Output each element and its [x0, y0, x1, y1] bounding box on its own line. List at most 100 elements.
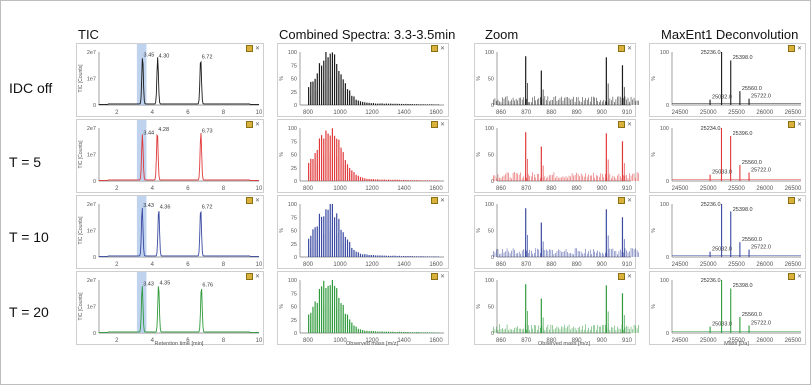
x-tick-label: 24500 — [672, 338, 689, 344]
y-tick-label: 2e7 — [87, 50, 96, 56]
x-tick-label: 26500 — [785, 338, 802, 344]
pin-icon[interactable] — [617, 45, 625, 52]
panel-controls: ✕ — [787, 121, 802, 129]
close-icon[interactable]: ✕ — [254, 46, 260, 53]
mass-label: 25033.0 — [712, 322, 732, 328]
x-tick-label: 1000 — [333, 338, 347, 344]
peak-label: 3.43 — [143, 203, 154, 209]
x-tick-label: 900 — [597, 186, 608, 192]
close-icon[interactable]: ✕ — [796, 198, 802, 205]
close-icon[interactable]: ✕ — [796, 274, 802, 281]
x-tick-label: 800 — [303, 110, 314, 116]
pin-icon[interactable] — [430, 121, 438, 128]
x-tick-label: 4 — [151, 186, 155, 192]
close-icon[interactable]: ✕ — [439, 198, 445, 205]
y-tick-label: 50 — [291, 153, 297, 159]
column-title-combined-spectra: Combined Spectra: 3.3-3.5min — [279, 27, 456, 42]
panel-controls: ✕ — [430, 121, 445, 129]
y-tick-label: 0 — [93, 179, 96, 185]
pin-icon[interactable] — [245, 273, 253, 280]
y-axis-label: % — [651, 152, 657, 157]
y-tick-label: 50 — [291, 305, 297, 311]
x-tick-label: 6 — [186, 262, 190, 268]
x-tick-label: 910 — [622, 110, 633, 116]
close-icon[interactable]: ✕ — [626, 274, 632, 281]
peak-label: 4.30 — [159, 53, 170, 59]
chart-svg: 860 870 880 890 900 910 0 50 100% — [476, 202, 639, 268]
y-tick-label: 0 — [93, 103, 96, 109]
close-icon[interactable]: ✕ — [439, 46, 445, 53]
x-tick-label: 890 — [572, 262, 583, 268]
close-icon[interactable]: ✕ — [796, 122, 802, 129]
tic-trace — [98, 132, 259, 181]
x-tick-label: 25500 — [728, 338, 745, 344]
zoom-sticks — [493, 208, 639, 257]
y-tick-label: 2e7 — [87, 278, 96, 284]
x-tick-label: 25500 — [728, 262, 745, 268]
close-icon[interactable]: ✕ — [439, 122, 445, 129]
mass-label: 25234.0 — [701, 126, 721, 132]
close-icon[interactable]: ✕ — [254, 122, 260, 129]
chart-svg: 24500 25000 25500 26000 26500 0 100% Mass [Da] 2… — [651, 278, 802, 347]
x-tick-label: 880 — [546, 338, 557, 344]
close-icon[interactable]: ✕ — [439, 274, 445, 281]
pin-icon[interactable] — [245, 121, 253, 128]
x-tick-label: 1200 — [365, 338, 379, 344]
chart-svg: 860 870 880 890 900 910 0 50 100% — [476, 126, 639, 192]
chart-svg: 24500 25000 25500 26000 26500 0 100% 25236.0 253… — [651, 202, 802, 268]
row-label-t5: T = 5 — [9, 154, 42, 170]
mass-label: 25236.0 — [701, 50, 721, 56]
tic-trace — [98, 207, 259, 257]
pin-icon[interactable] — [430, 273, 438, 280]
spectrum-sticks — [308, 128, 439, 181]
chart-panel: ✕ 800 1000 1200 1400 1600 0 25 50 75 100% — [277, 119, 449, 193]
y-tick-label: 100 — [288, 126, 297, 132]
pin-icon[interactable] — [617, 121, 625, 128]
row-label-t10: T = 10 — [9, 229, 49, 245]
y-tick-label: 0 — [294, 331, 297, 337]
chart-svg: 860 870 880 890 900 910 0 50 100% Observed mass [… — [476, 278, 639, 347]
close-icon[interactable]: ✕ — [796, 46, 802, 53]
peak-label: 6.76 — [202, 282, 213, 288]
mass-label: 25722.0 — [751, 94, 771, 100]
x-tick-label: 1400 — [397, 110, 411, 116]
y-axis-label: % — [279, 228, 285, 233]
close-icon[interactable]: ✕ — [254, 274, 260, 281]
x-tick-label: 24500 — [672, 262, 689, 268]
x-tick-label: 880 — [546, 110, 557, 116]
close-icon[interactable]: ✕ — [626, 198, 632, 205]
close-icon[interactable]: ✕ — [626, 122, 632, 129]
x-tick-label: 800 — [303, 338, 314, 344]
spectrum-sticks — [308, 204, 439, 257]
pin-icon[interactable] — [787, 273, 795, 280]
pin-icon[interactable] — [787, 197, 795, 204]
mass-label: 25032.0 — [712, 95, 732, 101]
close-icon[interactable]: ✕ — [254, 198, 260, 205]
panel-controls: ✕ — [430, 197, 445, 205]
x-tick-label: 1400 — [397, 338, 411, 344]
pin-icon[interactable] — [617, 197, 625, 204]
peak-label: 6.72 — [202, 54, 213, 60]
y-tick-label: 50 — [488, 77, 494, 83]
pin-icon[interactable] — [430, 45, 438, 52]
x-tick-label: 2 — [115, 262, 119, 268]
pin-icon[interactable] — [617, 273, 625, 280]
close-icon[interactable]: ✕ — [626, 46, 632, 53]
pin-icon[interactable] — [245, 197, 253, 204]
y-tick-label: 0 — [666, 103, 669, 109]
y-axis-label: % — [279, 76, 285, 81]
pin-icon[interactable] — [430, 197, 438, 204]
x-tick-label: 1200 — [365, 110, 379, 116]
chart-panel: ✕ 2 4 6 8 10 0 1e7 2e7 TIC [Counts] 3.45 4.30 6.72 — [76, 43, 264, 117]
x-tick-label: 26500 — [785, 110, 802, 116]
pin-icon[interactable] — [245, 45, 253, 52]
x-tick-label: 910 — [622, 186, 633, 192]
x-tick-label: 4 — [151, 338, 155, 344]
pin-icon[interactable] — [787, 45, 795, 52]
y-axis-label: TIC [Counts] — [78, 140, 84, 169]
chart-panel: ✕ 24500 25000 25500 26000 26500 0 100% Mass [Da]… — [649, 271, 806, 347]
pin-icon[interactable] — [787, 121, 795, 128]
x-tick-label: 26000 — [756, 110, 773, 116]
x-tick-label: 800 — [303, 186, 314, 192]
